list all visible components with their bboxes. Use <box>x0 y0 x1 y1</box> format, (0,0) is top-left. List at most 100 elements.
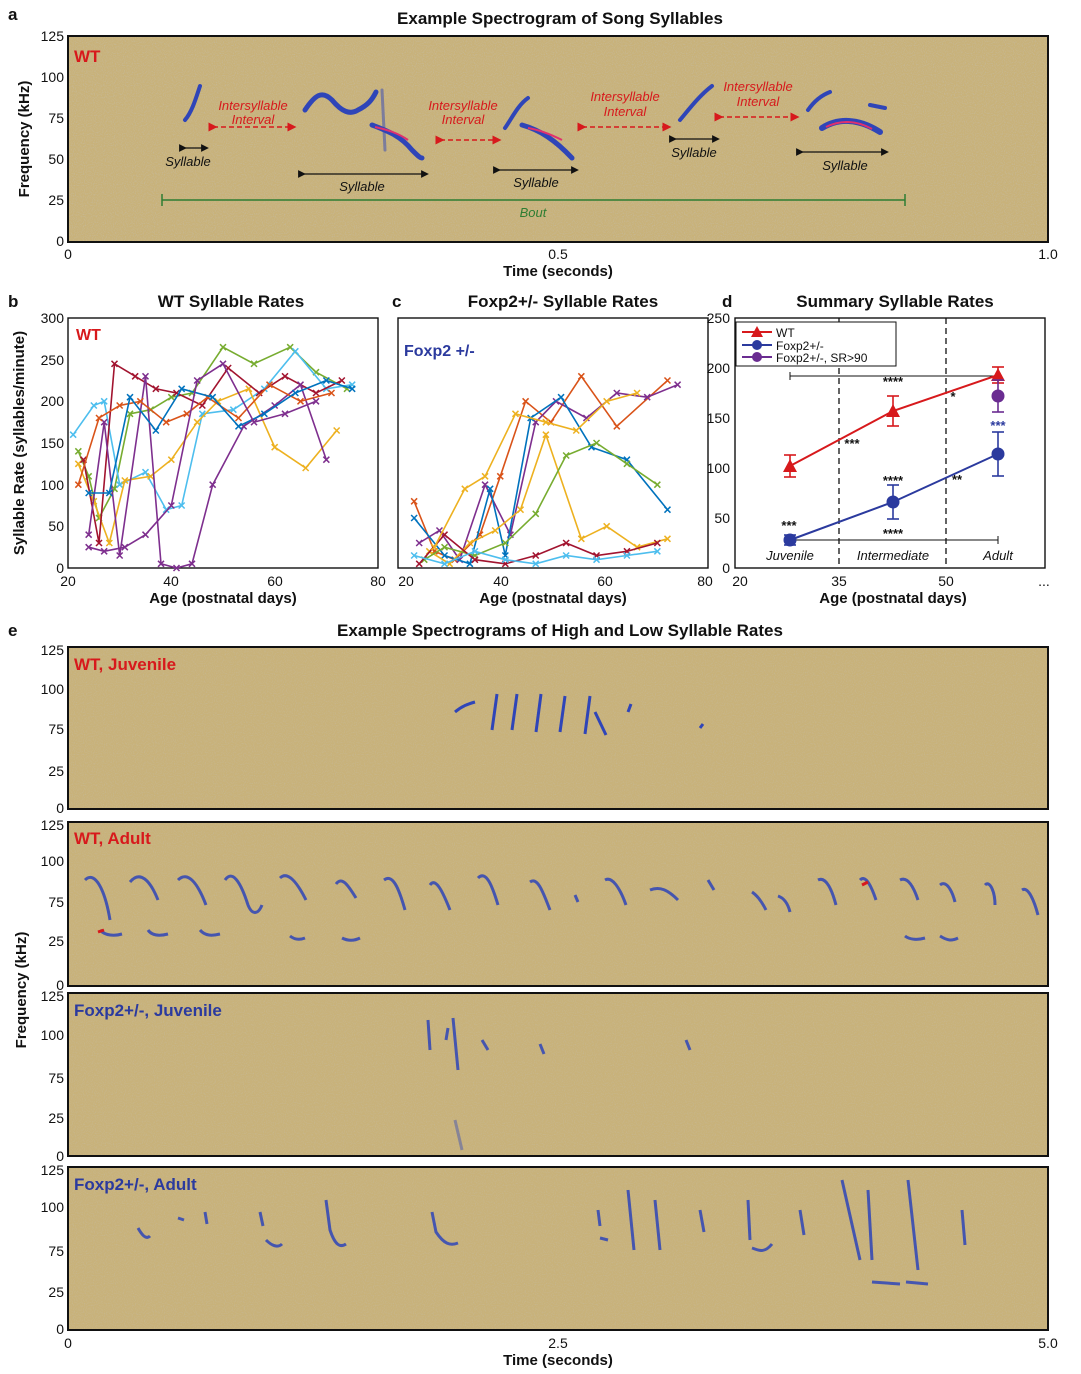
panel-b-label: WT <box>76 327 101 344</box>
panel-a-ytick: 50 <box>48 151 64 167</box>
data-point <box>116 551 124 560</box>
panel-e-xtick: 0 <box>64 1335 72 1351</box>
interval-label-2b: Interval <box>442 112 486 127</box>
data-point <box>557 393 565 401</box>
data-point <box>582 414 590 422</box>
panel-a-xtick: 0 <box>64 246 72 262</box>
summary-point <box>783 459 797 472</box>
data-point <box>255 389 263 397</box>
data-point <box>613 389 621 397</box>
data-point <box>147 472 155 480</box>
data-point <box>234 414 243 422</box>
panel-d-title: Summary Syllable Rates <box>796 292 993 311</box>
strip-2-label: WT, Adult <box>74 829 151 848</box>
series-line-2 <box>77 387 338 546</box>
panel-b-xtick: 20 <box>60 573 76 589</box>
panel-bc-ytick: 250 <box>41 352 65 368</box>
strip-3-ytick: 125 <box>41 988 65 1004</box>
panel-bc-ytick: 150 <box>41 435 65 451</box>
strip-3-syllables <box>426 1017 692 1151</box>
panel-b-xtick: 40 <box>163 573 179 589</box>
strip-2-ytick: 125 <box>41 817 65 833</box>
data-point <box>95 414 103 422</box>
summary-point <box>886 495 900 509</box>
panel-d-series <box>783 366 1005 547</box>
data-point <box>162 418 170 426</box>
interval-label-1a: Intersyllable <box>218 98 287 113</box>
panel-c-xtick: 80 <box>697 573 713 589</box>
panel-c-xtick: 60 <box>597 573 613 589</box>
panel-d-letter: d <box>722 292 732 311</box>
panel-c-xtick: 40 <box>493 573 509 589</box>
series-line-2 <box>413 396 669 565</box>
data-point <box>105 539 113 547</box>
panel-d-xtick: 20 <box>732 573 748 589</box>
data-point <box>110 360 119 368</box>
strip-3-ytick: 25 <box>48 1110 64 1126</box>
panel-d-ytick: 0 <box>722 560 730 576</box>
strip-4-syllables <box>136 1179 967 1286</box>
data-point <box>157 560 165 568</box>
data-point <box>466 539 474 547</box>
data-point <box>136 397 144 405</box>
data-point <box>653 539 661 547</box>
legend-het: Foxp2+/- <box>776 339 824 353</box>
strip-3-label: Foxp2+/-, Juvenile <box>74 1001 222 1020</box>
data-point <box>281 410 289 418</box>
panel-c-letter: c <box>392 292 401 311</box>
data-point <box>296 381 305 389</box>
data-point <box>167 456 175 464</box>
data-point <box>322 456 330 464</box>
panel-d-ytick: 250 <box>707 310 731 326</box>
strip-4-ytick: 125 <box>41 1162 65 1178</box>
data-point <box>296 397 305 405</box>
series-line-4 <box>423 442 658 561</box>
data-point <box>302 464 310 472</box>
data-point <box>441 551 449 560</box>
panel-c-xlabel: Age (postnatal days) <box>479 590 627 607</box>
sig-bottom-bracket: **** <box>883 526 904 541</box>
data-point <box>152 385 160 393</box>
panel-a-ylabel: Frequency (kHz) <box>16 81 33 198</box>
strip-3-noise <box>68 993 1048 1156</box>
panel-a-xtick: 1.0 <box>1038 246 1058 262</box>
data-point <box>522 397 530 405</box>
syllable-label-4: Syllable <box>671 145 717 160</box>
data-point <box>126 410 134 418</box>
data-point <box>663 376 671 385</box>
panel-a-label: WT <box>74 47 101 66</box>
data-point <box>562 451 570 460</box>
sig-top-bracket: **** <box>883 374 904 389</box>
interval-label-1b: Interval <box>232 112 276 127</box>
data-point <box>327 389 336 397</box>
panel-b-xtick: 60 <box>267 573 283 589</box>
data-point <box>471 547 479 555</box>
panel-d-legend: WT Foxp2+/- Foxp2+/-, SR>90 <box>735 321 897 367</box>
panel-b-series <box>69 343 356 572</box>
panel-c-series <box>410 372 682 568</box>
panel-d-ytick: 200 <box>707 360 731 376</box>
data-point <box>167 501 175 510</box>
summary-point <box>991 447 1005 461</box>
strip-3-frame <box>67 992 1049 1157</box>
sig-between-2: ** <box>952 472 963 487</box>
series-line-4 <box>87 376 328 569</box>
data-point <box>461 485 469 493</box>
panel-bc-ytick: 0 <box>56 560 64 576</box>
strip-1-ytick: 125 <box>41 642 65 658</box>
data-point <box>603 397 611 405</box>
data-point <box>511 410 519 418</box>
summary-point <box>991 368 1005 381</box>
data-point <box>410 551 418 560</box>
data-point <box>471 556 479 564</box>
data-point <box>532 560 540 568</box>
panel-a-ytick: 75 <box>48 110 64 126</box>
summary-point <box>991 389 1005 403</box>
panel-a-syllable-blobs <box>183 84 887 161</box>
strip-3-ytick: 100 <box>41 1027 65 1043</box>
summary-point <box>886 404 900 417</box>
panel-c-label: Foxp2 +/- <box>404 343 475 360</box>
data-point <box>322 376 330 385</box>
panel-bc-ylabel: Syllable Rate (syllables/minute) <box>11 331 28 555</box>
strip-1-ytick: 25 <box>48 763 64 779</box>
